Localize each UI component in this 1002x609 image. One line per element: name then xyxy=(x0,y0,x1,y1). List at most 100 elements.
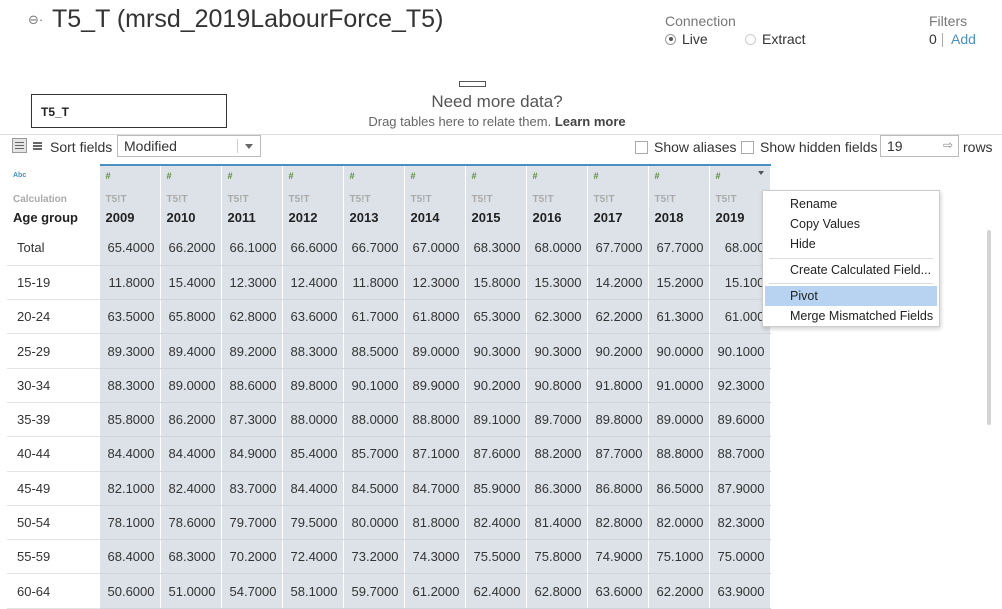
column-header-age-group[interactable]: Abc Calculation Age group xyxy=(7,164,100,231)
column-header[interactable]: # T5!T 2010 xyxy=(160,164,222,231)
number-type-icon[interactable]: # xyxy=(105,171,111,181)
column-name[interactable]: 2017 xyxy=(593,210,623,225)
column-name[interactable]: Age group xyxy=(13,210,78,225)
menu-item-copy-values[interactable]: Copy Values xyxy=(790,217,860,231)
show-aliases-toggle[interactable]: Show aliases xyxy=(635,139,737,155)
column-source: T5!T xyxy=(654,194,676,205)
menu-item-merge-mismatched-fields[interactable]: Merge Mismatched Fields xyxy=(790,309,934,323)
column-header[interactable]: # T5!T 2015 xyxy=(465,164,527,231)
row-label: 40-44 xyxy=(7,436,100,472)
number-type-icon[interactable]: # xyxy=(471,171,477,181)
table-cell: 61.7000 xyxy=(343,299,405,335)
table-cell: 86.5000 xyxy=(648,471,710,506)
live-label: Live xyxy=(682,31,708,47)
menu-item-rename[interactable]: Rename xyxy=(790,197,838,211)
column-header[interactable]: # T5!T 2018 xyxy=(648,164,710,231)
number-type-icon[interactable]: # xyxy=(288,171,294,181)
table-cell: 90.3000 xyxy=(465,333,527,369)
column-name[interactable]: 2010 xyxy=(166,210,196,225)
field-context-menu: Rename Copy Values Hide Create Calculate… xyxy=(762,190,940,327)
table-cell: 68.3000 xyxy=(160,539,222,575)
column-header[interactable]: # T5!T 2016 xyxy=(526,164,588,231)
datasource-icon[interactable]: ⊖· xyxy=(28,12,44,27)
row-label: 35-39 xyxy=(7,402,100,438)
number-type-icon[interactable]: # xyxy=(349,171,355,181)
radio-selected-icon[interactable] xyxy=(665,33,676,45)
table-cell: 61.000 xyxy=(709,299,771,335)
rows-count-input[interactable]: 19 ⇨ xyxy=(880,135,959,157)
number-type-icon[interactable]: # xyxy=(593,171,599,181)
table-row: Total 65.4000 66.2000 66.1000 66.6000 66.7000… xyxy=(7,231,771,266)
column-header[interactable]: # T5!T 2014 xyxy=(404,164,466,231)
column-name[interactable]: 2019 xyxy=(715,210,745,225)
table-row: 25-29 89.3000 89.4000 89.2000 88.3000 88.5000… xyxy=(7,333,771,369)
filters-label: Filters xyxy=(929,13,968,29)
column-header[interactable]: # T5!T 2013 xyxy=(343,164,405,231)
column-name[interactable]: 2013 xyxy=(349,210,379,225)
column-name[interactable]: 2009 xyxy=(105,210,135,225)
number-type-icon[interactable]: # xyxy=(410,171,416,181)
table-cell: 90.0000 xyxy=(648,333,710,369)
number-type-icon[interactable]: # xyxy=(654,171,660,181)
table-cell: 90.1000 xyxy=(343,368,405,403)
table-cell: 15.4000 xyxy=(160,265,222,301)
row-label: 55-59 xyxy=(7,539,100,575)
show-aliases-checkbox[interactable] xyxy=(635,140,648,154)
table-cell: 90.1000 xyxy=(709,333,771,369)
menu-item-create-calculated-field[interactable]: Create Calculated Field... xyxy=(790,263,932,277)
table-cell: 91.0000 xyxy=(648,368,710,403)
datasource-title[interactable]: T5_T (mrsd_2019LabourForce_T5) xyxy=(52,5,444,33)
apply-arrow-icon[interactable]: ⇨ xyxy=(942,138,953,152)
number-type-icon[interactable]: # xyxy=(715,171,721,181)
column-name[interactable]: 2011 xyxy=(227,210,256,225)
column-header[interactable]: # T5!T 2011 xyxy=(221,164,283,231)
table-row: 50-54 78.1000 78.6000 79.7000 79.5000 80.0000… xyxy=(7,505,771,541)
sort-fields-select[interactable]: Modified xyxy=(117,135,261,157)
number-type-icon[interactable]: # xyxy=(227,171,233,181)
table-cell: 12.4000 xyxy=(282,265,344,301)
table-cell: 86.8000 xyxy=(587,471,649,506)
menu-item-hide[interactable]: Hide xyxy=(790,237,816,251)
column-name[interactable]: 2014 xyxy=(410,210,440,225)
menu-item-pivot[interactable]: Pivot xyxy=(765,286,937,306)
grid-view-icon[interactable] xyxy=(12,138,27,153)
learn-more-link[interactable]: Learn more xyxy=(554,114,626,129)
vertical-scrollbar[interactable] xyxy=(987,230,991,425)
canvas-table-T5_T[interactable]: T5_T xyxy=(31,94,227,128)
table-cell: 75.5000 xyxy=(465,539,527,575)
column-header[interactable]: # T5!T 2009 xyxy=(99,164,161,231)
number-type-icon[interactable]: # xyxy=(532,171,538,181)
column-name[interactable]: 2016 xyxy=(532,210,562,225)
column-name[interactable]: 2015 xyxy=(471,210,501,225)
rows-label: rows xyxy=(963,139,993,155)
list-view-icon[interactable] xyxy=(33,141,42,150)
table-cell: 72.4000 xyxy=(282,539,344,575)
filters-add-link[interactable]: Add xyxy=(951,31,976,47)
column-menu-chevron-down-icon[interactable] xyxy=(757,171,764,175)
column-header[interactable]: # T5!T 2012 xyxy=(282,164,344,231)
table-cell: 50.6000 xyxy=(99,573,161,609)
show-hidden-fields-checkbox[interactable] xyxy=(741,140,754,154)
table-cell: 75.8000 xyxy=(526,539,588,575)
extract-radio[interactable]: Extract xyxy=(745,31,806,47)
column-header[interactable]: # T5!T 2019 xyxy=(709,164,771,231)
table-row: 30-34 88.3000 89.0000 88.6000 89.8000 90.1000… xyxy=(7,368,771,403)
show-hidden-fields-toggle[interactable]: Show hidden fields xyxy=(741,139,878,155)
row-label: 15-19 xyxy=(7,265,100,301)
string-type-icon[interactable]: Abc xyxy=(13,172,27,179)
table-row: 45-49 82.1000 82.4000 83.7000 84.4000 84.5000… xyxy=(7,471,771,506)
chevron-down-icon[interactable] xyxy=(245,144,253,149)
table-cell: 68.000 xyxy=(709,231,771,266)
table-row: 20-24 63.5000 65.8000 62.8000 63.6000 61.7000… xyxy=(7,299,771,335)
live-radio[interactable]: Live xyxy=(665,31,708,47)
column-source: T5!T xyxy=(532,194,554,205)
table-cell: 89.0000 xyxy=(648,402,710,438)
column-name[interactable]: 2018 xyxy=(654,210,684,225)
table-cell: 14.2000 xyxy=(587,265,649,301)
table-cell: 63.9000 xyxy=(709,573,771,609)
column-name[interactable]: 2012 xyxy=(288,210,318,225)
row-label: 60-64 xyxy=(7,573,100,609)
number-type-icon[interactable]: # xyxy=(166,171,172,181)
column-header[interactable]: # T5!T 2017 xyxy=(587,164,649,231)
radio-unselected-icon[interactable] xyxy=(745,33,756,45)
